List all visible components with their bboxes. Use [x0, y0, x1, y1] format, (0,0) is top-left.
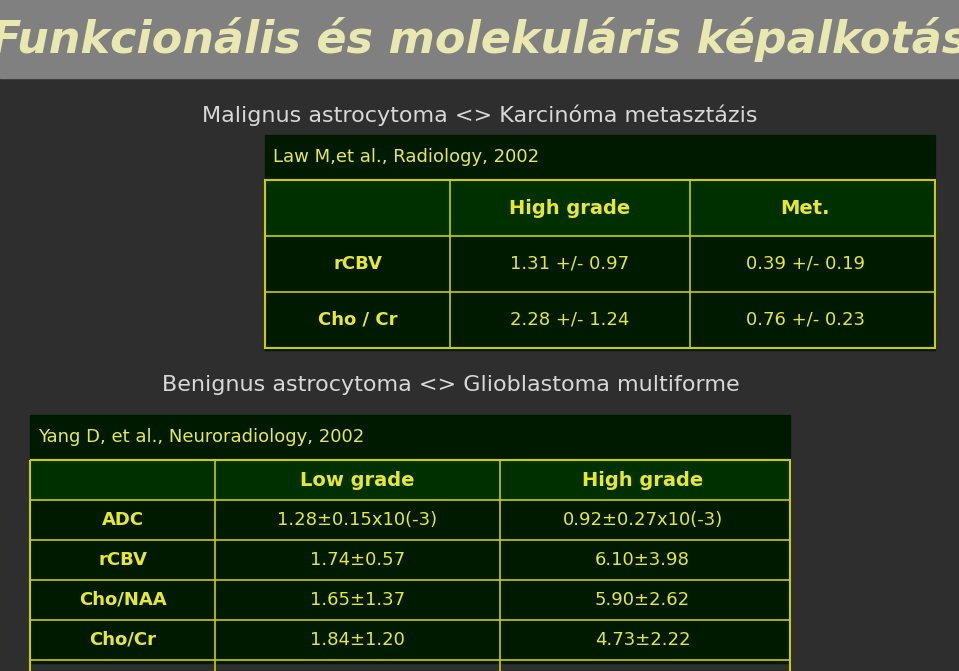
Bar — [0, 0, 959, 78]
Text: Yang D, et al., Neuroradiology, 2002: Yang D, et al., Neuroradiology, 2002 — [38, 428, 364, 446]
Bar — [30, 415, 790, 663]
Bar — [30, 460, 790, 500]
Text: Benignus astrocytoma <> Glioblastoma multiforme: Benignus astrocytoma <> Glioblastoma mul… — [162, 375, 739, 395]
Text: 1.65±1.37: 1.65±1.37 — [310, 591, 405, 609]
Text: 0.92±0.27x10(-3): 0.92±0.27x10(-3) — [562, 511, 723, 529]
Text: High grade: High grade — [582, 470, 703, 490]
Text: Malignus astrocytoma <> Karcinóma metasztázis: Malignus astrocytoma <> Karcinóma metasz… — [201, 104, 758, 125]
Text: 0.39 +/- 0.19: 0.39 +/- 0.19 — [745, 255, 864, 273]
Text: 1.31 +/- 0.97: 1.31 +/- 0.97 — [510, 255, 629, 273]
Text: 0.76 +/- 0.23: 0.76 +/- 0.23 — [745, 311, 864, 329]
Bar — [265, 135, 935, 350]
Text: High grade: High grade — [509, 199, 631, 217]
Text: rCBV: rCBV — [333, 255, 382, 273]
Text: 2.28 +/- 1.24: 2.28 +/- 1.24 — [510, 311, 630, 329]
Text: 4.73±2.22: 4.73±2.22 — [595, 631, 690, 649]
Text: ADC: ADC — [102, 511, 144, 529]
Text: 6.10±3.98: 6.10±3.98 — [596, 551, 690, 569]
Text: 1.84±1.20: 1.84±1.20 — [310, 631, 405, 649]
Text: Law M,et al., Radiology, 2002: Law M,et al., Radiology, 2002 — [273, 148, 539, 166]
Text: 1.74±0.57: 1.74±0.57 — [310, 551, 405, 569]
Text: Cho/Cr: Cho/Cr — [89, 631, 156, 649]
Text: rCBV: rCBV — [98, 551, 147, 569]
Text: Cho/NAA: Cho/NAA — [79, 591, 166, 609]
Text: Cho / Cr: Cho / Cr — [317, 311, 397, 329]
Text: 1.28±0.15x10(-3): 1.28±0.15x10(-3) — [277, 511, 437, 529]
Bar — [30, 460, 790, 671]
Text: 5.90±2.62: 5.90±2.62 — [595, 591, 690, 609]
Text: Funkcionális és molekuláris képalkotás: Funkcionális és molekuláris képalkotás — [0, 17, 959, 62]
Text: Met.: Met. — [781, 199, 830, 217]
Bar — [265, 180, 935, 348]
Text: Low grade: Low grade — [300, 470, 414, 490]
Bar — [265, 180, 935, 236]
